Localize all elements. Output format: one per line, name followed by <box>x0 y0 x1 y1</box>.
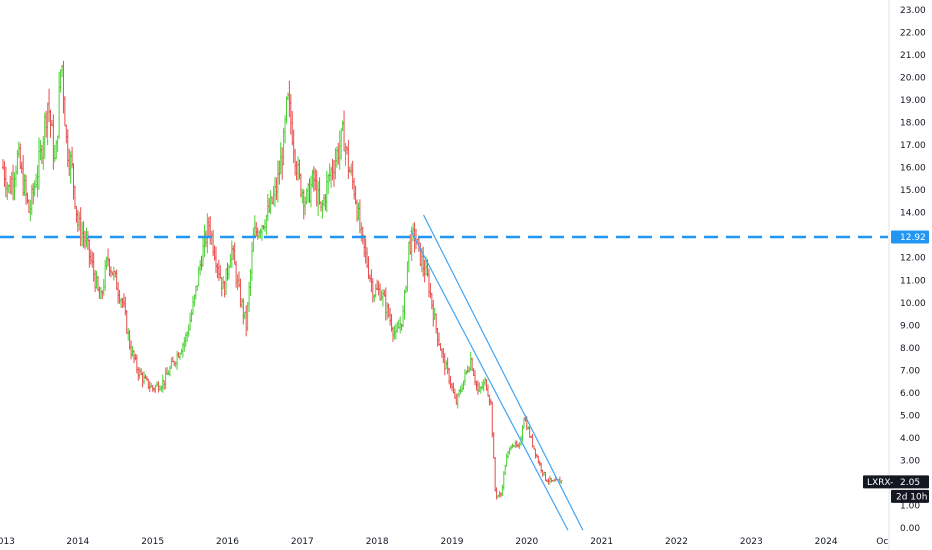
candles <box>1 60 563 500</box>
y-tick-label: 3.00 <box>900 456 920 466</box>
trend-line-upper[interactable] <box>423 214 584 531</box>
last-price-tag: 2.05 <box>891 475 929 489</box>
y-tick-label: 9.00 <box>900 321 920 331</box>
x-tick-label: 2016 <box>216 537 239 547</box>
time-axis[interactable]: 2013 2014 2015 2016 2017 2018 2019 2020 2021 2022… <box>0 537 888 547</box>
y-tick-label: 8.00 <box>900 344 920 354</box>
horizontal-level-label: 12.92 <box>900 233 926 243</box>
y-tick-label: 21.00 <box>900 51 926 61</box>
y-tick-label: 6.00 <box>900 389 920 399</box>
y-tick-label: 22.00 <box>900 29 926 39</box>
y-tick-label: 10.00 <box>900 299 926 309</box>
y-tick-label: 11.00 <box>900 276 926 286</box>
y-tick-label: 20.00 <box>900 74 926 84</box>
y-tick-label: 23.00 <box>900 6 926 16</box>
y-tick-label: 18.00 <box>900 119 926 129</box>
tag-separator: - <box>890 478 893 488</box>
y-tick-label: 16.00 <box>900 164 926 174</box>
trend-line-lower[interactable] <box>410 230 569 531</box>
horizontal-level-tag: 12.92 <box>891 230 929 244</box>
y-tick-label: 17.00 <box>900 141 926 151</box>
x-tick-label: 2017 <box>291 537 314 547</box>
y-tick-label: 4.00 <box>900 434 920 444</box>
countdown-label: 2d 10h <box>896 492 927 502</box>
symbol-label: LXRX <box>867 478 891 488</box>
y-tick-label: 7.00 <box>900 366 920 376</box>
x-tick-label: 2020 <box>515 537 538 547</box>
y-tick-label: 12.00 <box>900 254 926 264</box>
last-price-label: 2.05 <box>900 478 920 488</box>
x-tick-label: 2024 <box>815 537 838 547</box>
y-tick-label: 1.00 <box>900 501 920 511</box>
price-axis[interactable]: 0.001.002.003.004.005.006.007.008.009.00… <box>888 0 926 550</box>
y-tick-label: 5.00 <box>900 411 920 421</box>
x-tick-label: 2022 <box>665 537 688 547</box>
countdown-tag: 2d 10h <box>891 489 929 503</box>
y-tick-label: 14.00 <box>900 209 926 219</box>
symbol-tag: LXRX <box>863 475 893 489</box>
x-tick-label: 2021 <box>590 537 613 547</box>
x-tick-label: 2013 <box>0 537 15 547</box>
trend-channel <box>410 214 584 531</box>
x-tick-label: 2018 <box>366 537 389 547</box>
x-tick-label: 2015 <box>141 537 164 547</box>
x-tick-label: 2023 <box>740 537 763 547</box>
y-tick-label: 0.00 <box>900 524 920 534</box>
y-tick-label: 19.00 <box>900 96 926 106</box>
x-tick-label: Oc <box>876 537 888 547</box>
y-tick-label: 15.00 <box>900 186 926 196</box>
x-tick-label: 2014 <box>66 537 89 547</box>
x-tick-label: 2019 <box>441 537 464 547</box>
